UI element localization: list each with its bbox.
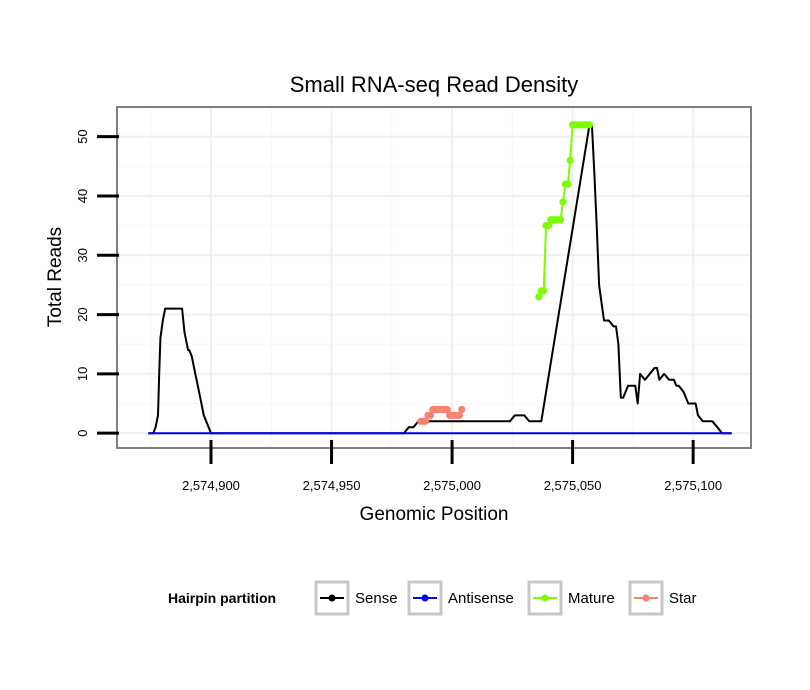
legend-title: Hairpin partition [168, 590, 276, 606]
series-mature-point [535, 293, 543, 301]
legend: Hairpin partition Sense Antisense Mature St… [168, 580, 697, 616]
y-tick-label: 30 [75, 248, 90, 262]
y-tick-label: 10 [75, 367, 90, 381]
y-tick-label: 0 [75, 430, 90, 437]
series-mature-point [566, 156, 574, 164]
grid-major [117, 107, 751, 448]
series-mature-point [564, 180, 572, 188]
series-star-point [421, 417, 430, 425]
legend-key-point [541, 594, 549, 602]
series-mature-point [585, 121, 594, 129]
x-tick-label: 2,575,050 [544, 478, 602, 493]
legend-label: Antisense [448, 590, 514, 607]
legend-label: Sense [355, 590, 398, 607]
x-tick-label: 2,574,900 [182, 478, 240, 493]
legend-key-point [642, 594, 650, 602]
plot-border [116, 106, 752, 449]
legend-key-point [421, 594, 429, 602]
series-star-point [443, 405, 451, 414]
series-mature-point [556, 216, 565, 224]
y-tick-label: 40 [75, 189, 90, 203]
series-star-point [426, 411, 434, 419]
x-axis: 2,574,900 2,574,950 2,575,000 2,575,050 2,57… [182, 440, 722, 493]
y-tick-label: 50 [75, 129, 90, 143]
series-layer [148, 121, 732, 435]
plot-panel [117, 107, 751, 448]
series-star-point [458, 405, 466, 414]
grid-minor [117, 107, 751, 448]
series-star-point [455, 411, 463, 419]
legend-label: Mature [568, 590, 615, 607]
series-sense-line [148, 123, 732, 435]
x-axis-label: Genomic Position [360, 504, 509, 525]
x-tick-label: 2,575,000 [423, 478, 481, 493]
x-tick-label: 2,575,100 [664, 478, 722, 493]
y-tick-label: 20 [75, 307, 90, 321]
y-axis: 0 10 20 30 40 50 [75, 129, 119, 437]
legend-label: Star [669, 590, 697, 607]
legend-key-point [328, 594, 336, 602]
series-mature-point [559, 198, 567, 206]
series-mature-point [544, 222, 553, 230]
y-axis-label: Total Reads [45, 227, 66, 327]
chart-title: Small RNA-seq Read Density [290, 72, 579, 97]
x-tick-label: 2,574,950 [303, 478, 361, 493]
series-mature-point [540, 287, 548, 295]
